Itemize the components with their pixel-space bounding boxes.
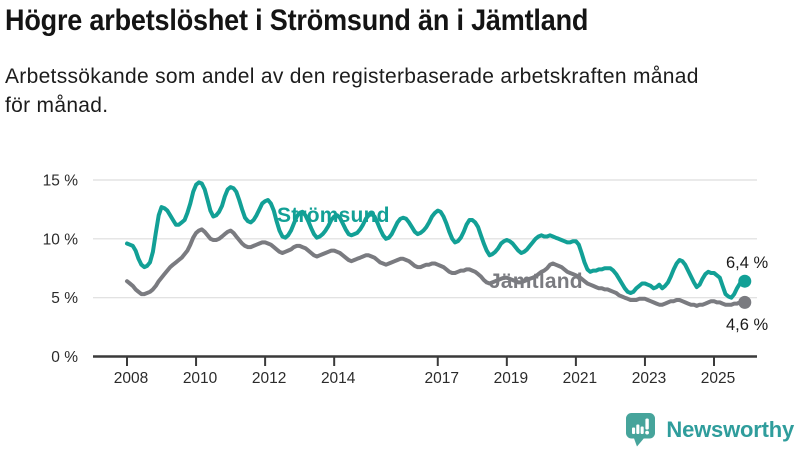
- x-axis-label: 2012: [252, 370, 286, 387]
- x-axis-label: 2008: [114, 370, 148, 387]
- series-line-stromsund: [125, 180, 745, 300]
- x-axis-label: 2025: [701, 370, 735, 387]
- unemployment-line-chart: 0 % 5 % 10 % 15 % 2008 2010 2012 2014 2017 2019 20…: [43, 173, 769, 388]
- x-axis-label: 2019: [494, 370, 528, 387]
- x-axis-label: 2017: [425, 370, 459, 387]
- series-label-stromsund: Strömsund: [277, 204, 390, 227]
- x-axis-label: 2023: [632, 370, 666, 387]
- y-axis-label: 0 %: [51, 349, 78, 366]
- y-axis-label: 10 %: [43, 231, 79, 248]
- x-axis-label: 2010: [183, 370, 218, 387]
- page-subtitle: Arbetssökande som andel av den registerb…: [5, 62, 699, 120]
- series-end-dot-stromsund: [738, 274, 752, 288]
- series-end-value-jamtland: 4,6 %: [726, 316, 769, 334]
- newsworthy-speech-bubble-bar-chart-icon: [626, 413, 656, 447]
- series-end-dot-jamtland: [738, 295, 752, 309]
- newsworthy-wordmark: Newsworthy: [666, 416, 794, 442]
- page-subtitle-line-2: för månad.: [5, 94, 109, 117]
- page-title: Högre arbetslöshet i Strömsund än i Jämt…: [5, 4, 589, 37]
- series-end-value-stromsund: 6,4 %: [726, 254, 769, 272]
- x-axis-label: 2021: [563, 370, 597, 387]
- y-axis-label: 5 %: [51, 290, 78, 307]
- series-line-jamtland: [125, 227, 745, 308]
- page-subtitle-line-1: Arbetssökande som andel av den registerb…: [5, 65, 699, 88]
- series-label-jamtland: Jämtland: [489, 270, 583, 293]
- y-axis-label: 15 %: [43, 173, 79, 190]
- newsworthy-logo[interactable]: Newsworthy: [625, 412, 794, 447]
- x-axis-label: 2014: [321, 370, 356, 387]
